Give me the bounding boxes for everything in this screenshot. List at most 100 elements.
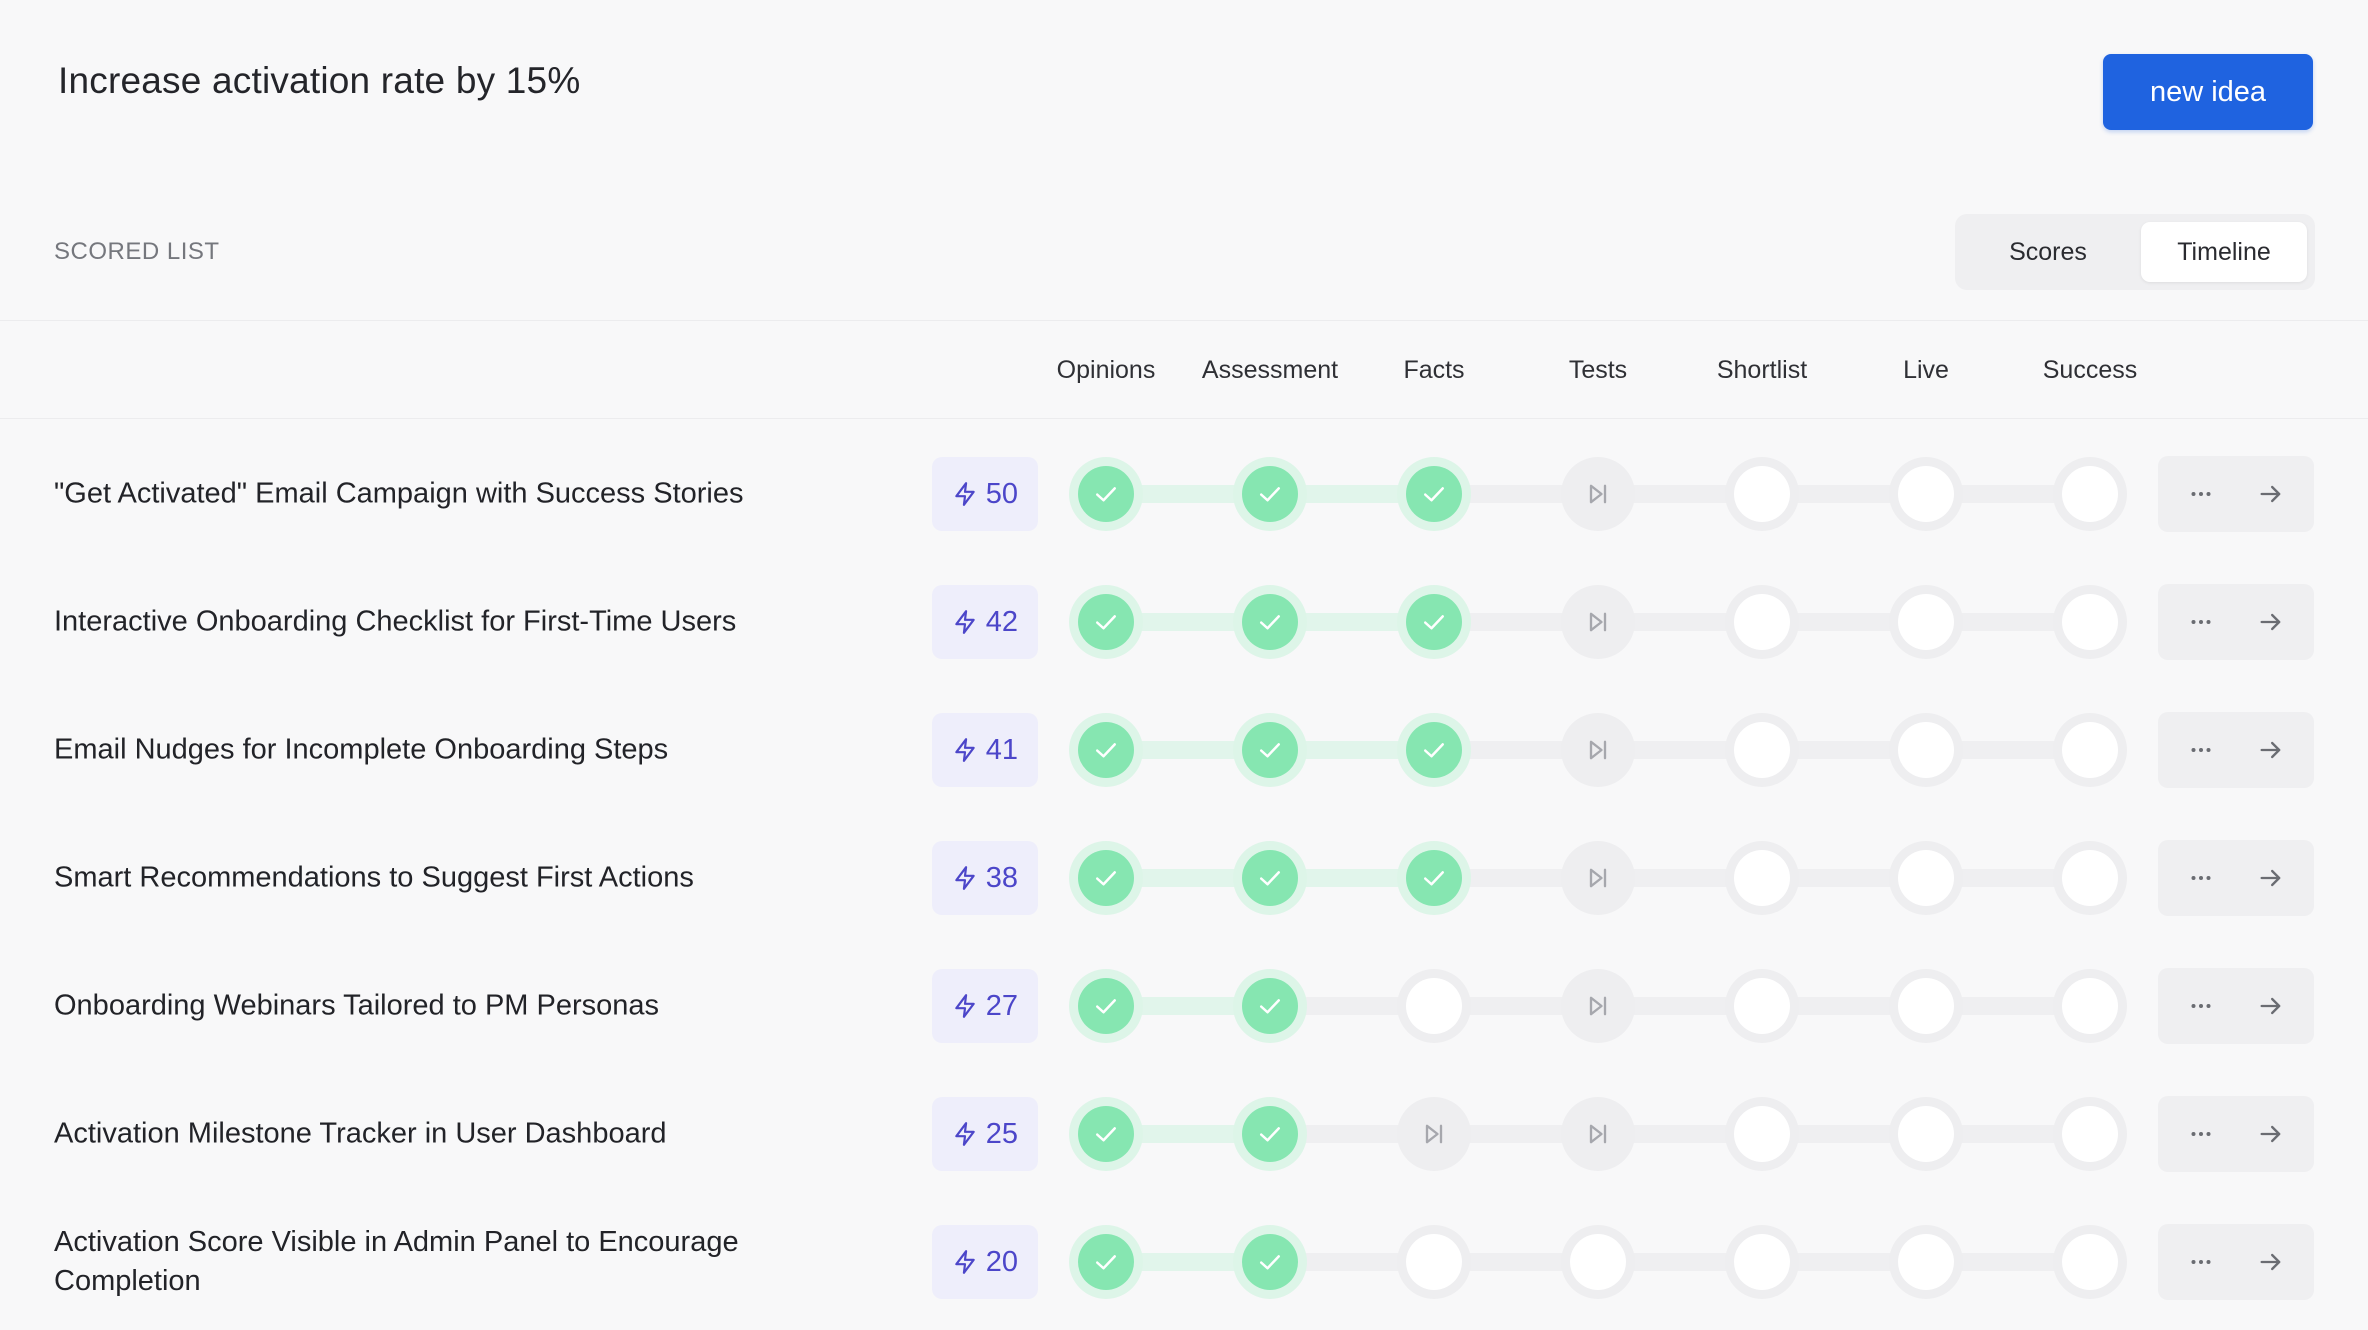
open-idea-button[interactable] — [2236, 584, 2306, 660]
stage-success-empty[interactable] — [2053, 457, 2127, 531]
stage-assessment-done[interactable] — [1233, 457, 1307, 531]
stage-opinions-done[interactable] — [1069, 713, 1143, 787]
row-actions — [2158, 968, 2314, 1044]
idea-row: Smart Recommendations to Suggest First A… — [0, 814, 2368, 942]
empty-stage-circle — [2062, 1234, 2118, 1290]
more-options-button[interactable] — [2166, 712, 2236, 788]
stage-live-empty[interactable] — [1889, 969, 1963, 1043]
timeline-track-segment — [1434, 869, 1598, 887]
stage-live-empty[interactable] — [1889, 585, 1963, 659]
stage-assessment-done[interactable] — [1233, 969, 1307, 1043]
open-idea-button[interactable] — [2236, 968, 2306, 1044]
idea-title[interactable]: Smart Recommendations to Suggest First A… — [54, 861, 694, 894]
timeline-track-segment — [1598, 1125, 1762, 1143]
stage-tests-skip[interactable] — [1561, 969, 1635, 1043]
stage-live-empty[interactable] — [1889, 1225, 1963, 1299]
stage-shortlist-empty[interactable] — [1725, 585, 1799, 659]
stage-success-empty[interactable] — [2053, 841, 2127, 915]
timeline-track-segment — [1434, 613, 1598, 631]
empty-stage-circle — [1898, 1234, 1954, 1290]
timeline-track-segment — [1434, 997, 1598, 1015]
stage-live-empty[interactable] — [1889, 841, 1963, 915]
tab-timeline[interactable]: Timeline — [2141, 222, 2307, 282]
empty-stage-circle — [1898, 978, 1954, 1034]
stage-tests-skip[interactable] — [1561, 585, 1635, 659]
stage-facts-skip[interactable] — [1397, 1097, 1471, 1171]
stage-facts-empty[interactable] — [1397, 969, 1471, 1043]
stage-opinions-done[interactable] — [1069, 841, 1143, 915]
stage-live-empty[interactable] — [1889, 713, 1963, 787]
more-options-button[interactable] — [2166, 1096, 2236, 1172]
more-options-button[interactable] — [2166, 968, 2236, 1044]
stage-tests-skip[interactable] — [1561, 841, 1635, 915]
stage-success-empty[interactable] — [2053, 1225, 2127, 1299]
column-header-tests: Tests — [1568, 356, 1628, 384]
more-options-button[interactable] — [2166, 840, 2236, 916]
timeline-track-segment — [1106, 613, 1270, 631]
arrow-right-icon — [2257, 992, 2285, 1020]
stage-opinions-done[interactable] — [1069, 1097, 1143, 1171]
timeline-track-segment — [1926, 869, 2090, 887]
more-options-button[interactable] — [2166, 1224, 2236, 1300]
stage-tests-skip[interactable] — [1561, 713, 1635, 787]
check-icon — [1406, 850, 1462, 906]
stage-facts-empty[interactable] — [1397, 1225, 1471, 1299]
open-idea-button[interactable] — [2236, 840, 2306, 916]
stage-live-empty[interactable] — [1889, 457, 1963, 531]
empty-stage-circle — [1734, 722, 1790, 778]
idea-title[interactable]: Onboarding Webinars Tailored to PM Perso… — [54, 989, 660, 1022]
stage-opinions-done[interactable] — [1069, 1225, 1143, 1299]
stage-success-empty[interactable] — [2053, 585, 2127, 659]
stage-tests-empty[interactable] — [1561, 1225, 1635, 1299]
stage-assessment-done[interactable] — [1233, 1097, 1307, 1171]
stage-facts-done[interactable] — [1397, 713, 1471, 787]
stage-facts-done[interactable] — [1397, 841, 1471, 915]
open-idea-button[interactable] — [2236, 1224, 2306, 1300]
stage-shortlist-empty[interactable] — [1725, 841, 1799, 915]
check-icon — [1242, 850, 1298, 906]
stage-assessment-done[interactable] — [1233, 841, 1307, 915]
idea-title[interactable]: Email Nudges for Incomplete Onboarding S… — [54, 733, 669, 766]
idea-title[interactable]: Activation Milestone Tracker in User Das… — [54, 1117, 667, 1150]
empty-stage-circle — [1734, 466, 1790, 522]
stage-tests-skip[interactable] — [1561, 1097, 1635, 1171]
open-idea-button[interactable] — [2236, 1096, 2306, 1172]
idea-title[interactable]: "Get Activated" Email Campaign with Succ… — [54, 477, 744, 510]
timeline-track-segment — [1926, 741, 2090, 759]
stage-assessment-done[interactable] — [1233, 1225, 1307, 1299]
stage-assessment-done[interactable] — [1233, 585, 1307, 659]
row-actions — [2158, 1224, 2314, 1300]
stage-shortlist-empty[interactable] — [1725, 1097, 1799, 1171]
open-idea-button[interactable] — [2236, 456, 2306, 532]
timeline-track-segment — [1106, 741, 1270, 759]
stage-facts-done[interactable] — [1397, 457, 1471, 531]
open-idea-button[interactable] — [2236, 712, 2306, 788]
stage-shortlist-empty[interactable] — [1725, 713, 1799, 787]
stage-success-empty[interactable] — [2053, 969, 2127, 1043]
more-options-button[interactable] — [2166, 456, 2236, 532]
stage-shortlist-empty[interactable] — [1725, 1225, 1799, 1299]
stage-opinions-done[interactable] — [1069, 585, 1143, 659]
check-icon — [1406, 722, 1462, 778]
timeline-track-segment — [1598, 869, 1762, 887]
skip-forward-icon — [1584, 480, 1612, 508]
stage-shortlist-empty[interactable] — [1725, 969, 1799, 1043]
stage-tests-skip[interactable] — [1561, 457, 1635, 531]
stage-shortlist-empty[interactable] — [1725, 457, 1799, 531]
stage-assessment-done[interactable] — [1233, 713, 1307, 787]
idea-title[interactable]: Activation Score Visible in Admin Panel … — [54, 1226, 739, 1297]
score-value: 50 — [985, 477, 1018, 510]
more-options-button[interactable] — [2166, 584, 2236, 660]
new-idea-button[interactable]: new idea — [2103, 54, 2313, 130]
tab-scores[interactable]: Scores — [2009, 238, 2087, 266]
stage-success-empty[interactable] — [2053, 713, 2127, 787]
stage-success-empty[interactable] — [2053, 1097, 2127, 1171]
stage-opinions-done[interactable] — [1069, 969, 1143, 1043]
stage-opinions-done[interactable] — [1069, 457, 1143, 531]
more-horizontal-icon — [2186, 735, 2216, 765]
stage-facts-done[interactable] — [1397, 585, 1471, 659]
timeline-track-segment — [1270, 613, 1434, 631]
idea-title[interactable]: Interactive Onboarding Checklist for Fir… — [54, 605, 737, 638]
empty-stage-circle — [2062, 594, 2118, 650]
stage-live-empty[interactable] — [1889, 1097, 1963, 1171]
